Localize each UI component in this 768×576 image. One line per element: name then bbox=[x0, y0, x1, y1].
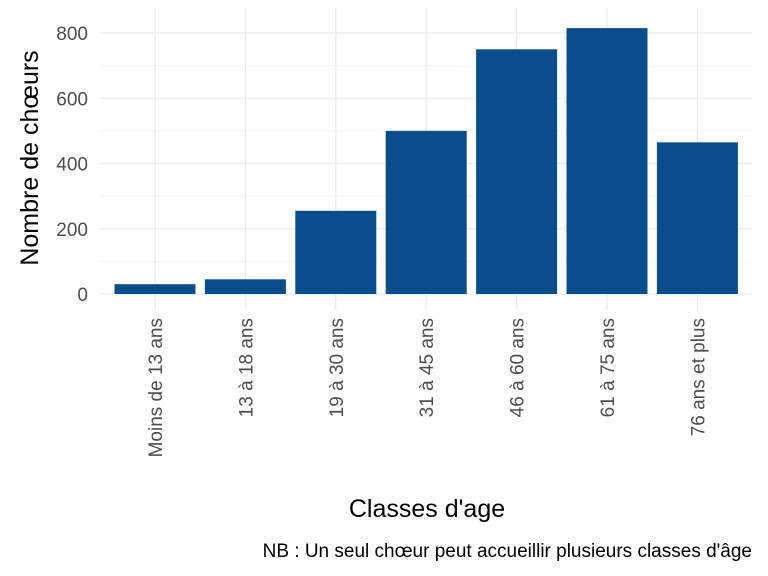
bar bbox=[566, 28, 648, 294]
y-tick-label: 0 bbox=[77, 285, 88, 306]
bar bbox=[114, 284, 196, 294]
bar bbox=[385, 130, 467, 294]
bar bbox=[204, 279, 286, 294]
x-tick-label: 31 à 45 ans bbox=[417, 318, 438, 417]
y-axis-ticks: 0 200 400 600 800 bbox=[56, 24, 88, 306]
x-tick-label: 46 à 60 ans bbox=[508, 318, 529, 417]
y-axis-title: Nombre de chœurs bbox=[16, 50, 44, 265]
y-tick-label: 200 bbox=[56, 220, 88, 241]
bar bbox=[295, 210, 377, 294]
y-tick-label: 800 bbox=[56, 24, 88, 45]
bar bbox=[476, 49, 558, 294]
x-tick-label: Moins de 13 ans bbox=[146, 318, 167, 457]
bars bbox=[114, 28, 738, 294]
x-tick-label: 76 ans et plus bbox=[688, 318, 709, 436]
bar bbox=[656, 142, 738, 294]
x-axis-ticks: Moins de 13 ans 13 à 18 ans 19 à 30 ans 31 … bbox=[146, 318, 709, 457]
chart-caption: NB : Un seul chœur peut accueillir plusi… bbox=[263, 541, 752, 562]
x-tick-label: 61 à 75 ans bbox=[598, 318, 619, 417]
x-tick-label: 19 à 30 ans bbox=[327, 318, 348, 417]
y-tick-label: 600 bbox=[56, 89, 88, 110]
x-axis-title: Classes d'age bbox=[349, 495, 505, 523]
y-tick-label: 400 bbox=[56, 155, 88, 176]
x-tick-label: 13 à 18 ans bbox=[236, 318, 257, 417]
